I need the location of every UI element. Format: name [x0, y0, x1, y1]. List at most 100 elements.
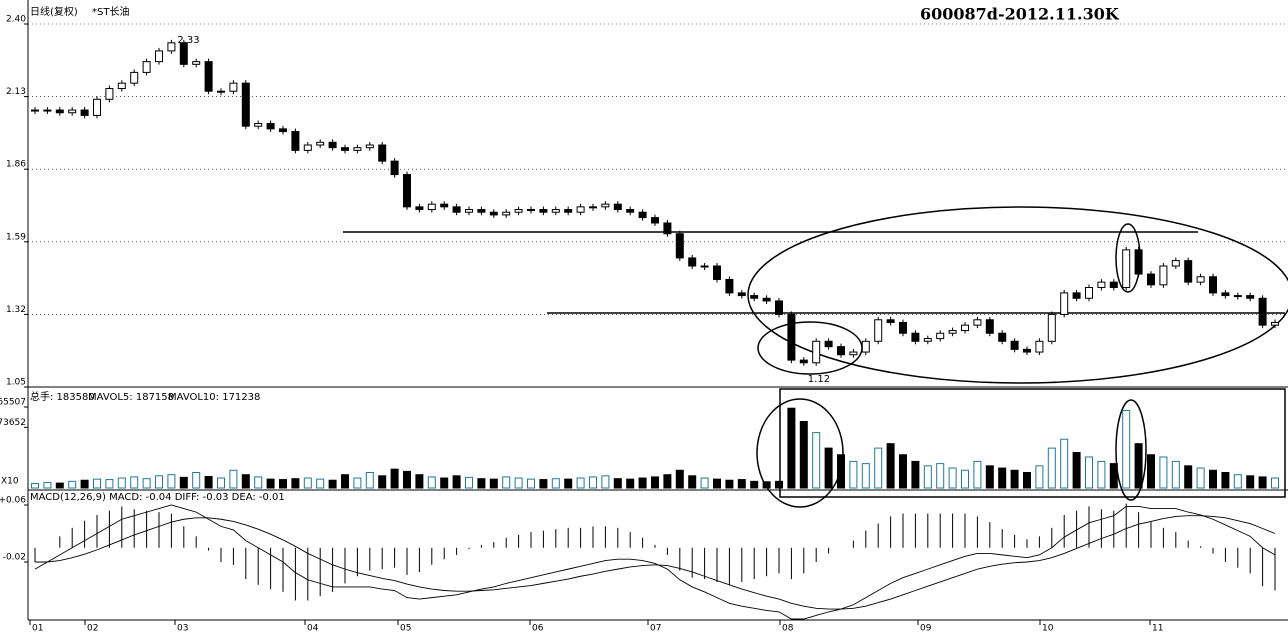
- candle: [626, 209, 635, 213]
- y-tick-label: 2.13: [6, 87, 26, 97]
- volume-bar: [465, 476, 473, 489]
- volume-bar: [1134, 443, 1143, 489]
- volume-bar: [799, 421, 808, 489]
- volume-bar: [812, 432, 821, 489]
- volume-bar: [737, 479, 746, 489]
- candle: [651, 217, 659, 224]
- candle: [1233, 295, 1242, 298]
- page-title: 600087d-2012.11.30K: [920, 5, 1120, 24]
- candle: [527, 209, 535, 212]
- candle: [973, 319, 982, 326]
- candle: [837, 346, 845, 356]
- volume-bar: [539, 479, 548, 489]
- candle: [105, 88, 114, 100]
- candle: [1134, 249, 1143, 275]
- candle: [192, 61, 201, 65]
- y-tick-label: 273652: [0, 418, 26, 428]
- candle: [824, 340, 833, 348]
- candle: [217, 90, 225, 93]
- volume-bar: [998, 467, 1007, 489]
- candle: [353, 147, 362, 151]
- volume-bar: [427, 476, 436, 489]
- volume-bar: [837, 454, 845, 489]
- candle: [874, 319, 883, 342]
- volume-bar: [849, 460, 858, 489]
- chart-subtitle: *ST长油: [92, 5, 129, 18]
- volume-header: MAVOL10: 171238: [168, 392, 260, 403]
- annotation: 1.12: [808, 374, 830, 385]
- candle: [365, 144, 374, 149]
- candle: [266, 122, 275, 130]
- candle: [1258, 297, 1267, 326]
- volume-bar: [725, 479, 734, 489]
- candle: [167, 42, 176, 52]
- candle: [130, 71, 139, 84]
- macd-line: [35, 515, 1276, 610]
- volume-bar: [390, 468, 399, 489]
- volume-bar: [279, 479, 287, 489]
- candle: [1122, 249, 1131, 289]
- candle: [576, 206, 585, 213]
- candle: [514, 209, 523, 213]
- volume-bar: [341, 474, 349, 489]
- candle: [341, 147, 349, 151]
- candle: [961, 324, 969, 332]
- y-tick-label: 1.86: [6, 160, 26, 170]
- candle: [948, 330, 957, 334]
- volume-bar: [750, 480, 759, 489]
- candle: [43, 109, 52, 112]
- volume-bar: [551, 478, 560, 489]
- volume-bar: [911, 460, 920, 489]
- candle: [998, 332, 1007, 342]
- candle: [713, 265, 721, 280]
- y-tick-label: 365507: [0, 398, 26, 408]
- highlight-ellipse: [756, 398, 844, 508]
- volume-bar: [564, 478, 573, 489]
- candle: [899, 321, 907, 334]
- candle: [241, 82, 250, 127]
- volume-bar: [1171, 460, 1180, 489]
- candle: [303, 144, 312, 151]
- y-tick-label: +0.06: [0, 496, 26, 506]
- candle: [564, 209, 573, 213]
- candle: [1035, 340, 1044, 353]
- volume-bar: [899, 454, 907, 489]
- x-tick-label: 09: [920, 624, 932, 634]
- volume-bar: [700, 477, 709, 489]
- volume-bar: [948, 467, 957, 489]
- volume-bar: [626, 478, 635, 489]
- volume-bar: [229, 469, 238, 489]
- candle: [737, 292, 746, 297]
- volume-bar: [477, 478, 486, 489]
- volume-bar: [514, 477, 523, 489]
- volume-bar: [1047, 447, 1056, 489]
- highlight-ellipse: [747, 206, 1288, 384]
- candle: [1109, 281, 1118, 289]
- x-tick-label: 02: [87, 624, 98, 634]
- candle: [254, 122, 263, 127]
- volume-bar: [824, 447, 833, 489]
- volume-bar: [1097, 460, 1106, 489]
- volume-bar: [1109, 463, 1118, 489]
- y-tick-label: 1.32: [6, 305, 26, 315]
- volume-bar: [217, 477, 225, 489]
- candle: [1060, 292, 1069, 315]
- volume-bar: [923, 465, 932, 489]
- volume-bar: [130, 476, 139, 489]
- candle: [179, 42, 188, 65]
- volume-bar: [651, 476, 659, 489]
- volume-bar: [117, 477, 126, 489]
- candle: [1097, 281, 1106, 289]
- candle: [415, 206, 424, 211]
- volume-bar: [1010, 469, 1019, 489]
- volume-bar: [378, 475, 387, 489]
- volume-bar: [985, 465, 994, 489]
- volume-bar: [415, 474, 424, 489]
- volume-bar: [874, 447, 883, 489]
- candle: [675, 233, 684, 259]
- x-tick-label: 03: [177, 624, 188, 634]
- volume-bar: [861, 463, 870, 489]
- candle: [849, 351, 858, 356]
- candle: [985, 319, 994, 334]
- volume-bar: [576, 477, 585, 489]
